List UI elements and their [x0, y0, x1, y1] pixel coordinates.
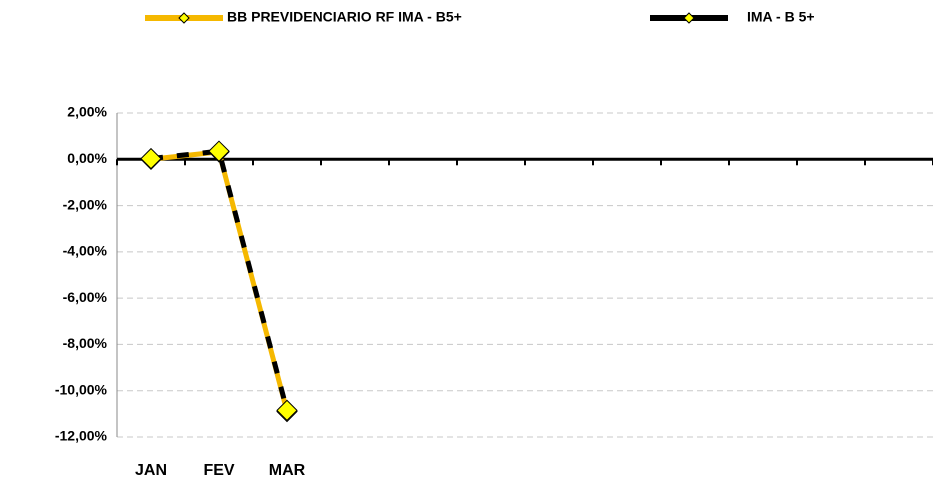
marker — [140, 147, 162, 170]
legend-label: IMA - B 5+ — [747, 9, 815, 25]
legend-label: BB PREVIDENCIARIO RF IMA - B5+ — [227, 9, 462, 25]
y-tick-label: 2,00% — [67, 104, 107, 120]
x-tick-label: JAN — [135, 462, 167, 479]
y-tick-label: -4,00% — [63, 243, 108, 259]
y-tick-label: -10,00% — [55, 381, 108, 397]
x-tick-label: FEV — [203, 462, 234, 479]
marker — [208, 140, 230, 162]
x-tick-label: MAR — [269, 462, 306, 479]
y-tick-label: -8,00% — [63, 335, 108, 351]
y-tick-label: 0,00% — [67, 150, 107, 166]
y-tick-label: -12,00% — [55, 428, 108, 444]
marker — [276, 399, 298, 422]
y-tick-label: -2,00% — [63, 196, 108, 212]
y-tick-label: -6,00% — [63, 289, 108, 305]
series-line — [150, 148, 290, 412]
series-line — [150, 149, 290, 413]
legend-marker — [683, 12, 695, 24]
legend-marker — [178, 12, 190, 24]
